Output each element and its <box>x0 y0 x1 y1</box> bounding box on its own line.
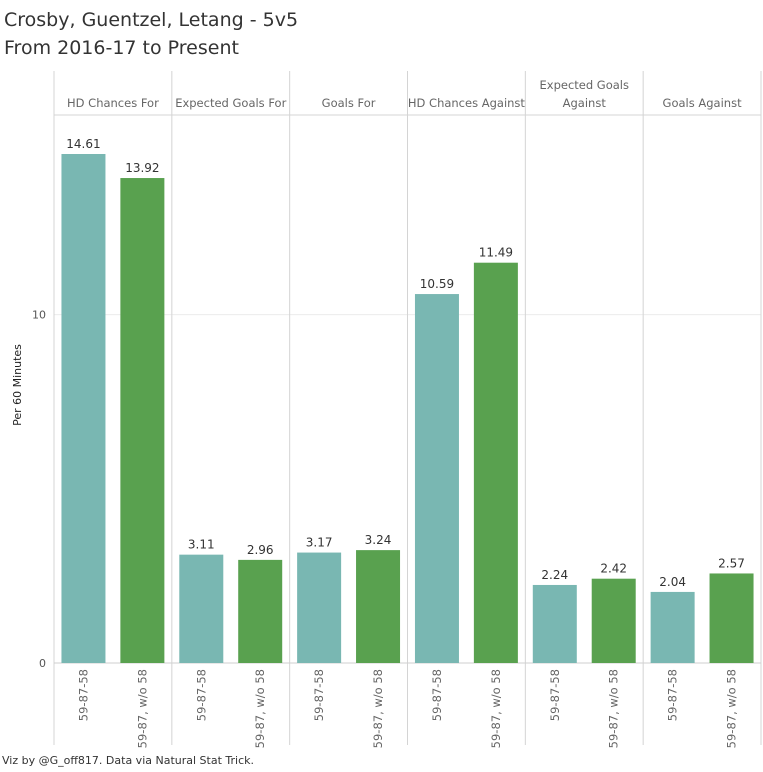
data-label-3-0: 10.59 <box>420 277 454 291</box>
panel-header-0-line-0: HD Chances For <box>67 96 159 110</box>
bar-5-0 <box>650 591 695 663</box>
x-tick-label-0-1: 59-87, w/o 58 <box>135 669 149 748</box>
x-tick-label-0-0: 59-87-58 <box>76 669 90 721</box>
panel-header-4-line-0: Expected Goals <box>540 78 630 92</box>
panel-header-1-line-0: Expected Goals For <box>175 96 286 110</box>
bar-3-1 <box>473 262 518 663</box>
bar-1-0 <box>179 554 224 663</box>
bar-0-1 <box>120 178 165 664</box>
bar-1-1 <box>238 559 283 663</box>
panel-header-2-line-0: Goals For <box>322 96 376 110</box>
x-tick-label-1-0: 59-87-58 <box>194 669 208 721</box>
x-tick-label-3-1: 59-87, w/o 58 <box>489 669 503 748</box>
bar-2-1 <box>356 550 401 663</box>
bar-4-0 <box>532 584 577 663</box>
data-label-4-1: 2.42 <box>600 562 627 576</box>
chart-title-line2: From 2016-17 to Present <box>4 37 239 59</box>
data-label-3-1: 11.49 <box>479 246 513 260</box>
data-label-1-1: 2.96 <box>247 543 274 557</box>
panel-header-5-line-0: Goals Against <box>663 96 743 110</box>
x-tick-label-2-1: 59-87, w/o 58 <box>371 669 385 748</box>
data-label-5-1: 2.57 <box>718 556 745 570</box>
chart-title-line1: Crosby, Guentzel, Letang - 5v5 <box>4 9 299 31</box>
y-tick-label-1: 10 <box>32 309 46 322</box>
data-label-5-0: 2.04 <box>659 575 686 589</box>
bar-0-0 <box>61 154 106 663</box>
x-tick-label-5-0: 59-87-58 <box>666 669 680 721</box>
bar-4-1 <box>591 578 636 663</box>
y-tick-label-0: 0 <box>39 657 46 670</box>
data-label-0-0: 14.61 <box>66 137 100 151</box>
data-label-4-0: 2.24 <box>541 568 568 582</box>
data-label-2-0: 3.17 <box>306 536 333 550</box>
footer-credit: Viz by @G_off817. Data via Natural Stat … <box>2 754 254 767</box>
bar-2-0 <box>297 552 342 663</box>
x-tick-label-4-0: 59-87-58 <box>548 669 562 721</box>
x-tick-label-5-1: 59-87, w/o 58 <box>725 669 739 748</box>
x-tick-label-1-1: 59-87, w/o 58 <box>253 669 267 748</box>
bar-3-0 <box>414 294 459 663</box>
x-tick-label-2-0: 59-87-58 <box>312 669 326 721</box>
data-label-0-1: 13.92 <box>125 161 159 175</box>
panel-header-3-line-0: HD Chances Against <box>408 96 526 110</box>
data-label-1-0: 3.11 <box>188 538 215 552</box>
panel-header-4-line-1: Against <box>563 96 607 110</box>
x-tick-label-4-1: 59-87, w/o 58 <box>607 669 621 748</box>
bar-5-1 <box>709 573 754 663</box>
data-label-2-1: 3.24 <box>365 533 392 547</box>
y-axis-title: Per 60 Minutes <box>11 344 24 426</box>
bar-chart: 0 10 Per 60 Minutes HD Chances For 14.61 59-8… <box>11 71 762 748</box>
x-tick-label-3-0: 59-87-58 <box>430 669 444 721</box>
